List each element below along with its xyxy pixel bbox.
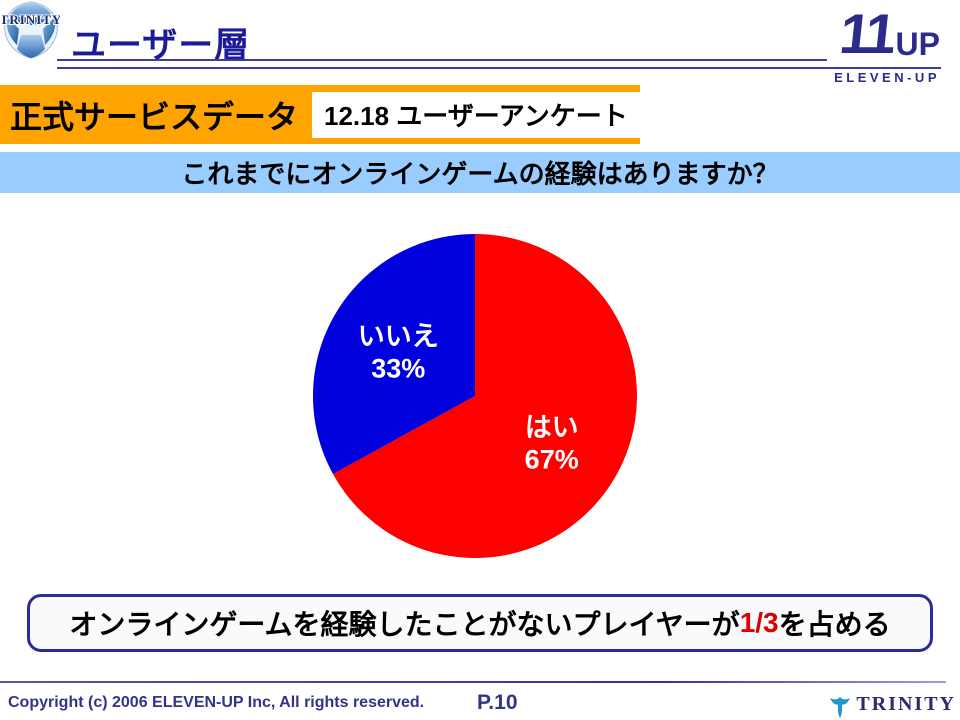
header-rule-top [57, 59, 827, 61]
elevenup-logo-row: 11 UP [790, 2, 940, 65]
trinity-logo-text: TRINITY [2, 12, 60, 27]
pie-label-0: はい [525, 412, 579, 442]
footer-trinity-logo: TRINITY [826, 690, 960, 718]
page-title: ユーザー層 [71, 26, 251, 65]
trinity-footer-icon [830, 697, 851, 718]
elevenup-caption: ELEVEN-UP [834, 69, 940, 85]
conclusion-box: オンラインゲームを経験したことがないプレイヤーが 1/3 を占める [27, 594, 933, 652]
conclusion-prefix: オンラインゲームを経験したことがないプレイヤーが [69, 609, 740, 640]
trinity-logo-icon: TRINITY [2, 1, 60, 59]
pie-label-0: 67% [525, 444, 579, 474]
pie-slice-0 [333, 234, 637, 558]
elevenup-logo: 11 UP ELEVEN-UP [790, 2, 940, 85]
trinity-footer-text: TRINITY [856, 692, 956, 715]
survey-tag: 12.18 ユーザーアンケート [312, 91, 640, 138]
elevenup-numeral: 11 [837, 2, 897, 65]
pie-label-1: いいえ [358, 322, 439, 352]
footer-rule [0, 681, 946, 683]
section-header-bar: 正式サービスデータ 12.18 ユーザーアンケート [0, 85, 640, 144]
page-number: P.10 [477, 691, 518, 714]
conclusion-highlight: 1/3 [739, 607, 779, 638]
header-rule-bottom [57, 67, 941, 69]
elevenup-up-text: UP [895, 25, 940, 62]
question-banner: これまでにオンラインゲームの経験はありますか？ [0, 152, 960, 193]
pie-slice-1 [312, 234, 475, 474]
pie-label-1: 33% [371, 354, 425, 384]
conclusion-suffix: を占める [778, 609, 891, 640]
copyright-text: Copyright (c) 2006 ELEVEN-UP Inc, All ri… [8, 694, 425, 711]
section-label: 正式サービスデータ [10, 98, 299, 135]
